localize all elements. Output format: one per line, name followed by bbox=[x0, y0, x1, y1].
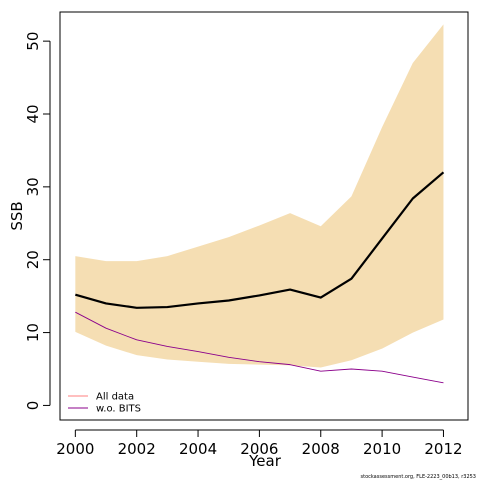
x-tick-label: 2006 bbox=[240, 440, 278, 458]
x-tick-label: 2002 bbox=[118, 440, 156, 458]
x-axis: 2000 2002 2004 2006 2008 2010 2012 bbox=[56, 429, 463, 458]
legend-label: w.o. BITS bbox=[96, 404, 141, 415]
y-axis: 0 10 20 30 40 50 bbox=[24, 32, 51, 411]
x-tick-label: 2010 bbox=[363, 440, 401, 458]
y-tick-label: 50 bbox=[24, 32, 42, 51]
footnote: stockassessment.org, FLE-2223_00b13, r32… bbox=[361, 474, 477, 480]
series-layer bbox=[75, 171, 445, 384]
confidence-band-layer bbox=[75, 24, 444, 368]
legend-label: All data bbox=[96, 392, 134, 403]
x-tick-label: 2012 bbox=[424, 440, 462, 458]
y-tick-label: 30 bbox=[24, 177, 42, 196]
y-tick-label: 20 bbox=[24, 250, 42, 269]
x-axis-title: Year bbox=[248, 452, 282, 470]
x-tick-label: 2008 bbox=[302, 440, 340, 458]
x-tick-label: 2004 bbox=[179, 440, 217, 458]
series-line-w-o-bits bbox=[75, 311, 444, 384]
y-axis-title: SSB bbox=[8, 201, 26, 230]
series-line-all-data bbox=[75, 171, 445, 309]
x-tick-label: 2000 bbox=[56, 440, 94, 458]
y-tick-label: 40 bbox=[24, 104, 42, 123]
plot-frame bbox=[59, 11, 469, 421]
y-tick-label: 0 bbox=[24, 401, 42, 411]
y-tick-label: 10 bbox=[24, 323, 42, 342]
confidence-band bbox=[75, 24, 444, 368]
